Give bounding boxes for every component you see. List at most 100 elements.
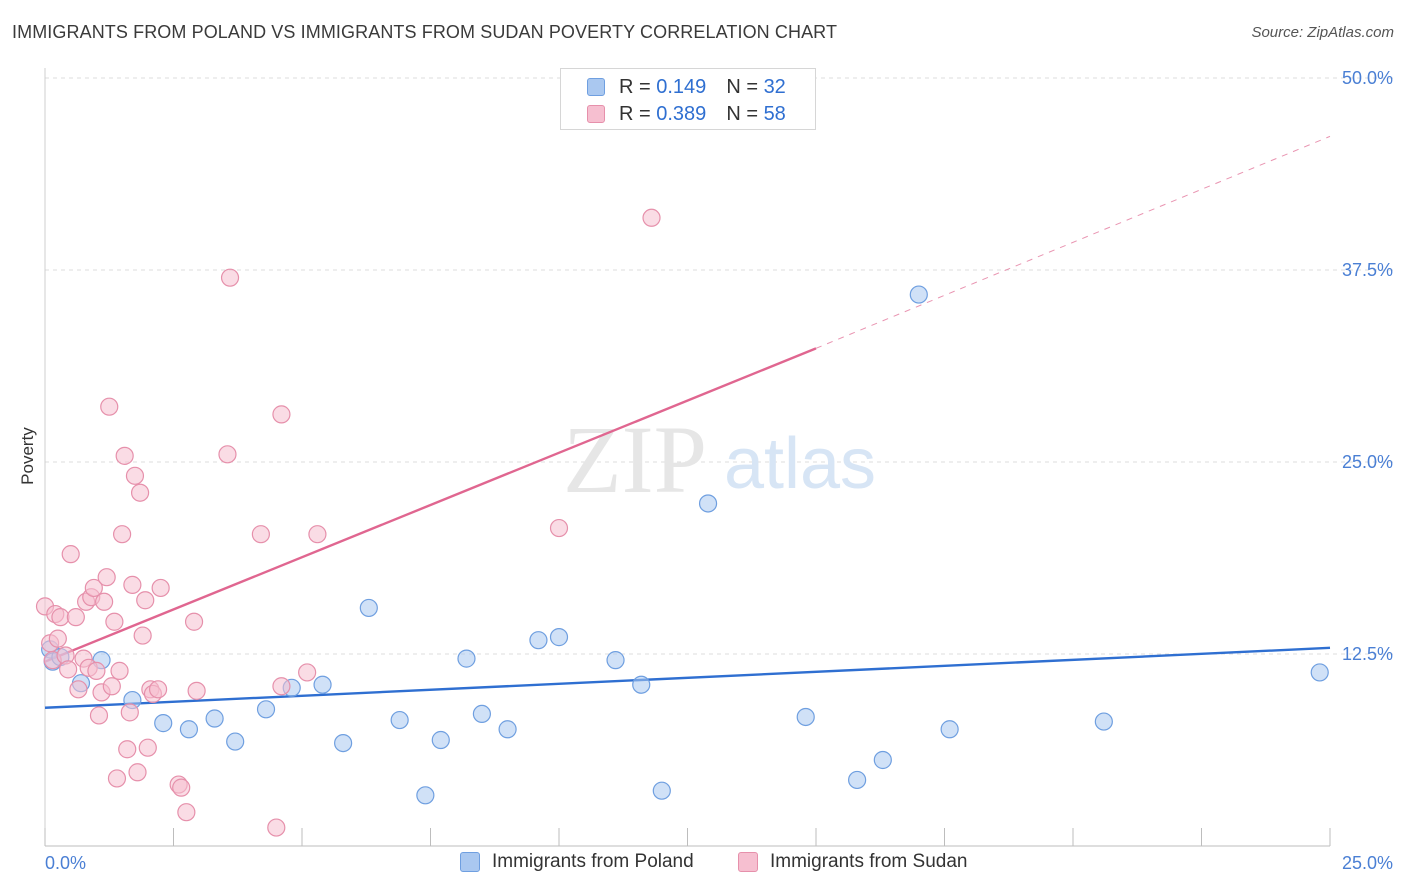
- poland-point: [909, 285, 928, 304]
- poland-point: [256, 700, 276, 719]
- y-tick-label: 25.0%: [1342, 452, 1393, 472]
- poland-point: [848, 770, 867, 790]
- trend-layer: [44, 135, 1331, 709]
- sudan-point: [51, 608, 70, 627]
- sudan-point: [69, 680, 88, 699]
- poland-point: [940, 720, 959, 739]
- poland-point: [632, 675, 651, 694]
- watermark: ZIP atlas: [563, 406, 876, 513]
- sudan-point: [59, 660, 78, 679]
- sudan-point: [128, 763, 147, 782]
- poland-point: [549, 628, 569, 647]
- poland-point: [431, 730, 450, 750]
- poland-point: [1310, 663, 1329, 682]
- poland-point: [472, 704, 491, 724]
- sudan-point: [118, 740, 137, 759]
- sudan-point: [218, 445, 237, 464]
- sudan-point: [267, 818, 286, 837]
- watermark-atlas: atlas: [724, 424, 876, 504]
- poland-point: [205, 709, 224, 728]
- poland-point: [226, 732, 245, 751]
- sudan-point: [272, 677, 291, 696]
- legend-row-sudan: R = 0.389 N = 58: [587, 102, 786, 126]
- sudan-point: [107, 769, 127, 788]
- sudan-point: [177, 803, 196, 822]
- r-value: 0.389: [656, 102, 707, 125]
- poland-point: [359, 598, 378, 618]
- sudan-point: [151, 578, 170, 598]
- sudan-point: [125, 466, 145, 485]
- poland-point: [390, 710, 409, 730]
- sudan-point: [308, 525, 327, 544]
- x-tick-label: 25.0%: [1342, 853, 1393, 873]
- y-axis-title: Poverty: [18, 427, 37, 485]
- axis-layer: [44, 68, 1331, 847]
- sudan-point: [120, 703, 139, 722]
- sudan-point: [100, 397, 119, 416]
- sudan-point: [110, 661, 129, 680]
- legend-row-poland: R = 0.149 N = 32: [587, 75, 786, 99]
- poland-point: [652, 781, 671, 800]
- sudan-point: [97, 568, 116, 587]
- poland-point: [416, 786, 435, 805]
- sudan-swatch: [587, 105, 605, 123]
- r-value: 0.149: [656, 75, 707, 98]
- legend-label: Immigrants from Sudan: [770, 851, 968, 872]
- legend-label: Immigrants from Poland: [492, 851, 694, 872]
- sudan-point: [123, 575, 142, 594]
- correlation-legend: R = 0.149 N = 32 R = 0.389 N = 58: [560, 68, 816, 130]
- n-value: 58: [763, 102, 786, 125]
- sudan-point: [148, 680, 168, 699]
- sudan-point: [105, 612, 124, 631]
- sudan-point: [138, 738, 157, 757]
- sudan-point: [115, 446, 134, 465]
- sudan-point: [133, 626, 152, 645]
- sudan-point: [61, 545, 80, 564]
- series-legend: Immigrants from Poland Immigrants from S…: [0, 851, 1406, 877]
- poland-swatch: [587, 78, 605, 96]
- legend-item-sudan[interactable]: Immigrants from Sudan: [738, 851, 967, 873]
- points-layer: [35, 208, 1329, 837]
- sudan-point: [84, 578, 103, 598]
- sudan-swatch: [738, 852, 758, 872]
- sudan-point: [184, 612, 204, 631]
- x-tick-label: 0.0%: [45, 853, 86, 873]
- sudan-point: [130, 483, 150, 502]
- sudan-trend-extension: [815, 135, 1331, 349]
- n-value: 32: [763, 75, 786, 98]
- grid-layer: [45, 77, 1395, 655]
- legend-item-poland[interactable]: Immigrants from Poland: [460, 851, 694, 873]
- n-label: N =: [726, 75, 758, 98]
- sudan-point: [549, 518, 569, 538]
- poland-point: [313, 675, 332, 694]
- sudan-point: [136, 591, 155, 610]
- y-tick-label: 50.0%: [1342, 68, 1393, 88]
- source-label: Source: ZipAtlas.com: [1251, 24, 1394, 41]
- poland-point: [498, 720, 517, 739]
- poland-swatch: [460, 852, 480, 872]
- sudan-point: [89, 706, 109, 725]
- tick-label-layer: 12.5% 25.0% 37.5% 50.0% 0.0% 25.0%: [45, 68, 1393, 873]
- poland-point: [796, 707, 815, 727]
- sudan-point: [187, 681, 206, 700]
- sudan-point: [220, 268, 240, 287]
- poland-point: [1094, 712, 1113, 731]
- poland-point: [154, 714, 173, 733]
- n-label: N =: [726, 102, 758, 125]
- sudan-trend-line: [44, 347, 817, 663]
- poland-trend-line: [44, 646, 1331, 709]
- poland-point: [529, 631, 548, 650]
- sudan-point: [95, 592, 114, 611]
- poland-point: [606, 651, 625, 670]
- y-tick-label: 37.5%: [1342, 260, 1393, 280]
- r-label: R =: [619, 75, 651, 98]
- sudan-point: [66, 608, 85, 627]
- poland-point: [457, 649, 476, 668]
- sudan-point: [48, 629, 67, 648]
- sudan-point: [642, 208, 661, 227]
- poland-point: [179, 720, 199, 739]
- r-label: R =: [619, 102, 651, 125]
- watermark-zip: ZIP: [563, 406, 707, 513]
- poland-point: [334, 733, 353, 753]
- sudan-point: [251, 525, 270, 544]
